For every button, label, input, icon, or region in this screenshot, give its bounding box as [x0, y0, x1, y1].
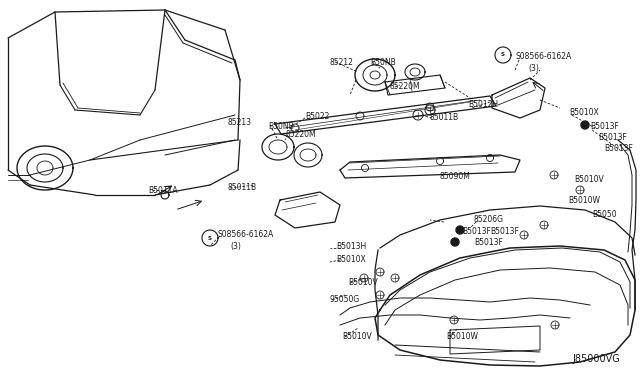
Text: S08566-6162A: S08566-6162A [218, 230, 275, 239]
Text: J85000VG: J85000VG [572, 354, 620, 364]
Text: 95050G: 95050G [330, 295, 360, 304]
Text: 85090M: 85090M [440, 172, 471, 181]
Text: 85011B: 85011B [228, 183, 257, 192]
Text: (3): (3) [528, 64, 539, 73]
Text: B5013F: B5013F [598, 133, 627, 142]
Text: 85011B: 85011B [430, 113, 459, 122]
Polygon shape [456, 226, 464, 234]
Text: B5010V: B5010V [348, 278, 378, 287]
Text: B50NB: B50NB [370, 58, 396, 67]
Text: B5011A: B5011A [148, 186, 178, 195]
Text: 85220M: 85220M [285, 130, 316, 139]
Text: B5010W: B5010W [446, 332, 478, 341]
Text: B5050: B5050 [592, 210, 616, 219]
Text: B5013F: B5013F [490, 227, 519, 236]
Text: B5022: B5022 [305, 112, 330, 121]
Text: S: S [501, 52, 505, 58]
Text: 85220M: 85220M [390, 82, 420, 91]
Text: B50NB: B50NB [268, 122, 294, 131]
Polygon shape [451, 238, 459, 246]
Text: 85206G: 85206G [474, 215, 504, 224]
Polygon shape [581, 121, 589, 129]
Text: B5010X: B5010X [336, 255, 365, 264]
Text: B5013F: B5013F [604, 144, 633, 153]
Text: B5010W: B5010W [568, 196, 600, 205]
Text: S08566-6162A: S08566-6162A [516, 52, 572, 61]
Text: B5010X: B5010X [569, 108, 599, 117]
Text: B5010V: B5010V [574, 175, 604, 184]
Text: B5010V: B5010V [342, 332, 372, 341]
Text: 85213: 85213 [228, 118, 252, 127]
Text: B5013F: B5013F [462, 227, 491, 236]
Text: B5013F: B5013F [590, 122, 619, 131]
Text: B5013F: B5013F [474, 238, 503, 247]
Text: (3): (3) [230, 242, 241, 251]
Text: 85212: 85212 [330, 58, 354, 67]
Text: S: S [208, 235, 212, 241]
Text: B5013H: B5013H [336, 242, 366, 251]
Text: B5012H: B5012H [468, 100, 498, 109]
